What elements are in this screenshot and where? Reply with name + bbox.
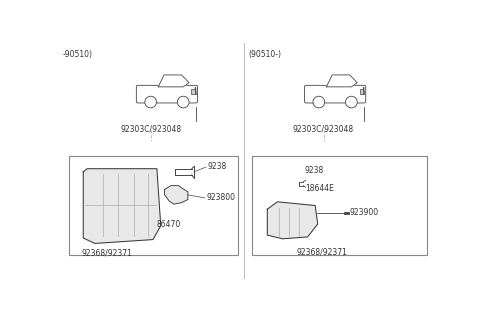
Text: 86470: 86470 <box>157 220 181 229</box>
Bar <box>252 156 427 255</box>
Text: 92368/92371: 92368/92371 <box>296 247 347 256</box>
Text: 92368/92371: 92368/92371 <box>81 249 132 258</box>
Text: 923800: 923800 <box>206 194 236 202</box>
Text: 18644E: 18644E <box>305 184 334 193</box>
Circle shape <box>346 96 357 108</box>
Circle shape <box>178 96 189 108</box>
Circle shape <box>145 96 156 108</box>
Text: 9238: 9238 <box>207 162 227 171</box>
Polygon shape <box>267 202 318 239</box>
Text: -90510): -90510) <box>63 50 93 59</box>
Text: 923900: 923900 <box>350 208 379 217</box>
Polygon shape <box>165 186 188 204</box>
Bar <box>192 89 195 94</box>
Text: 92303C/923048: 92303C/923048 <box>293 125 354 134</box>
FancyBboxPatch shape <box>304 85 366 103</box>
FancyBboxPatch shape <box>136 85 198 103</box>
Bar <box>69 156 238 255</box>
Bar <box>360 89 363 94</box>
Circle shape <box>313 96 324 108</box>
Polygon shape <box>83 169 161 243</box>
Polygon shape <box>158 75 189 87</box>
Text: (90510-): (90510-) <box>248 50 281 59</box>
Polygon shape <box>326 75 357 87</box>
Text: 92303C/923048: 92303C/923048 <box>121 125 182 134</box>
Text: 9238: 9238 <box>305 166 324 175</box>
